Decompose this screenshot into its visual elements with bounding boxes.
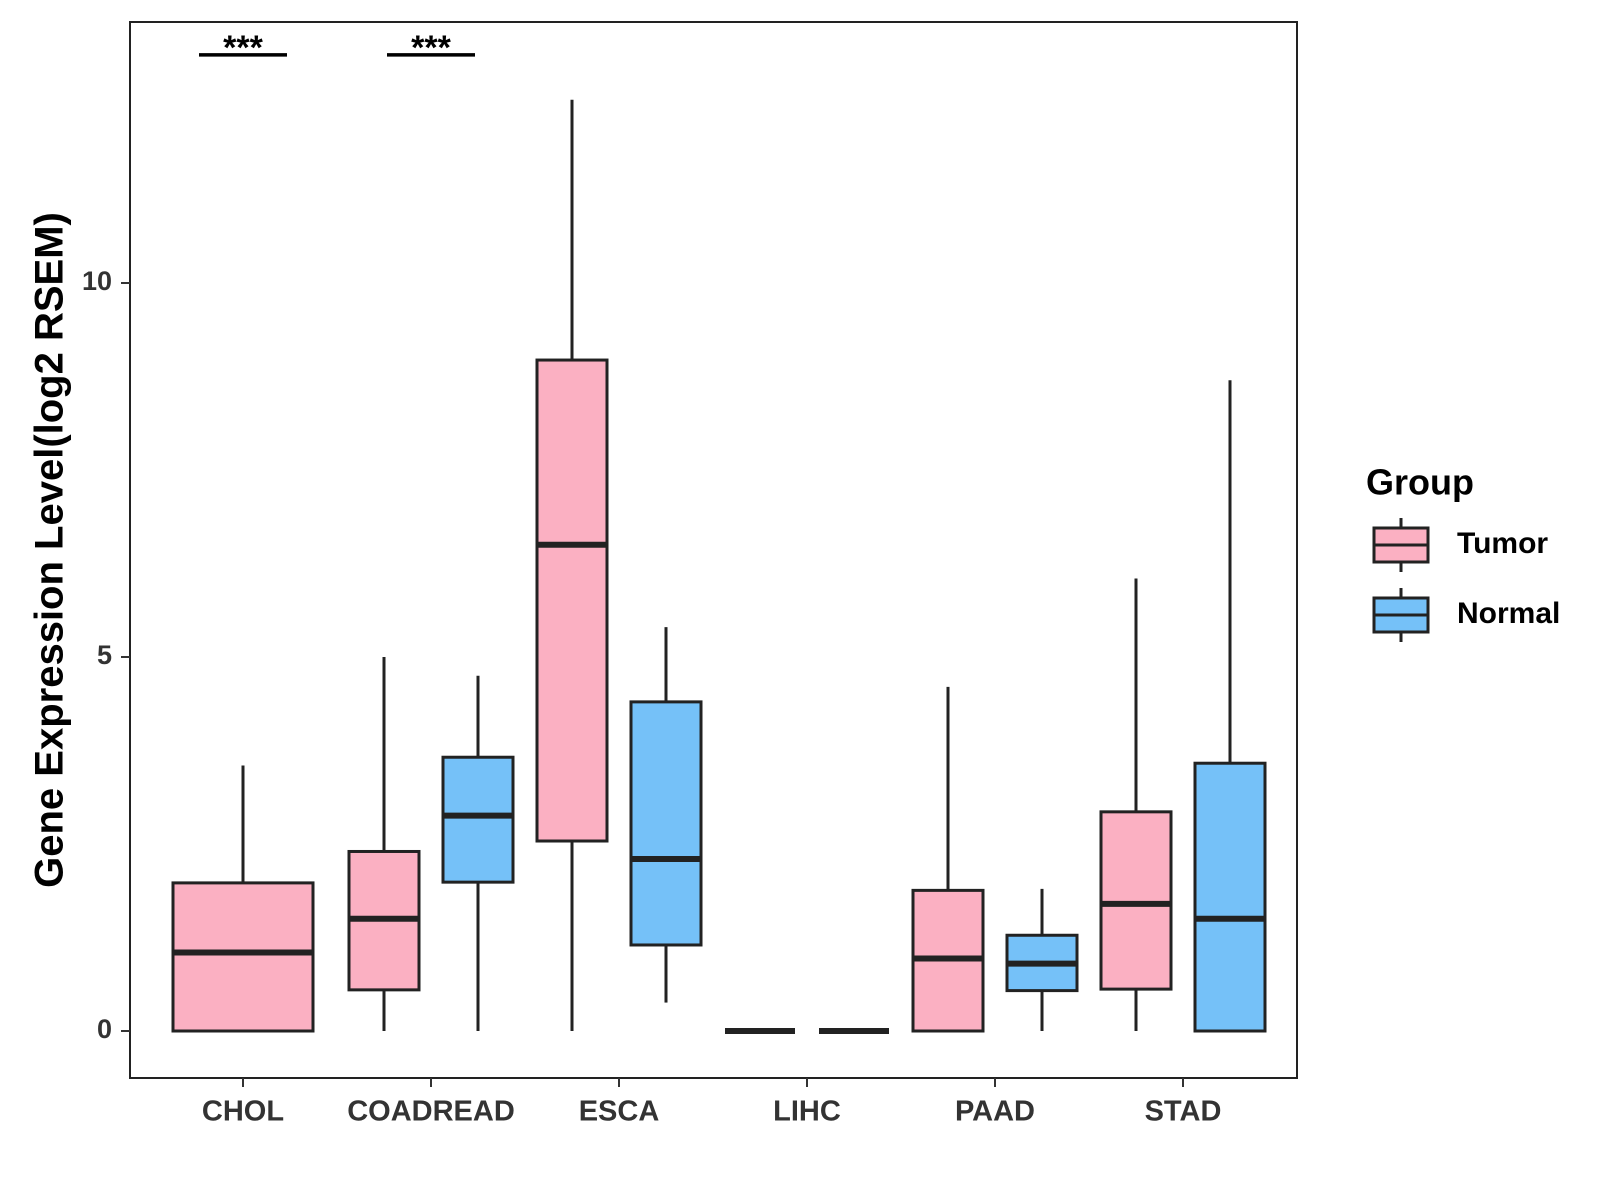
significance-label-coadread: *** <box>411 29 451 67</box>
box-body-esca-tumor <box>535 358 609 843</box>
axes: 0 5 10 CHOL COADREAD ESCA LIHC PAAD STAD <box>82 266 1221 1128</box>
box-esca-normal <box>629 627 703 1003</box>
box-stad-normal <box>1193 380 1267 1033</box>
y-axis-label: Gene Expression Level(log2 RSEM) <box>28 212 72 888</box>
legend: Group Tumor Normal <box>1366 462 1560 642</box>
significance-label-chol: *** <box>223 29 263 67</box>
box-body-esca-normal <box>629 700 703 947</box>
legend-label-tumor: Tumor <box>1457 527 1548 560</box>
x-tick-label-stad: STAD <box>1145 1096 1222 1128</box>
legend-label-normal: Normal <box>1457 597 1560 630</box>
y-tick-label-0: 0 <box>97 1014 112 1044</box>
box-body-coadread-normal <box>441 755 515 884</box>
y-tick-label-5: 5 <box>97 640 112 670</box>
x-tick-label-coadread: COADREAD <box>347 1096 515 1128</box>
x-tick-label-esca: ESCA <box>579 1096 660 1128</box>
plot-area: *** *** <box>171 29 1267 1034</box>
box-coadread-normal <box>441 675 515 1031</box>
box-coadread-tumor <box>347 657 421 1031</box>
legend-entry-tumor: Tumor <box>1372 518 1548 572</box>
legend-entry-normal: Normal <box>1372 588 1560 642</box>
x-tick-label-lihc: LIHC <box>773 1096 841 1128</box>
box-stad-tumor <box>1099 578 1173 1031</box>
box-paad-tumor <box>911 686 985 1033</box>
y-tick-label-10: 10 <box>82 266 112 296</box>
box-chol-tumor <box>171 765 315 1033</box>
box-paad-normal <box>1005 888 1079 1031</box>
box-body-stad-normal <box>1193 761 1267 1033</box>
x-tick-label-chol: CHOL <box>202 1096 284 1128</box>
box-body-chol-tumor <box>171 881 315 1033</box>
legend-title: Group <box>1366 462 1474 503</box>
box-body-stad-tumor <box>1099 810 1173 991</box>
plot-panel-border <box>129 21 1298 1079</box>
x-tick-label-paad: PAAD <box>955 1096 1035 1128</box>
box-esca-tumor <box>535 99 609 1031</box>
